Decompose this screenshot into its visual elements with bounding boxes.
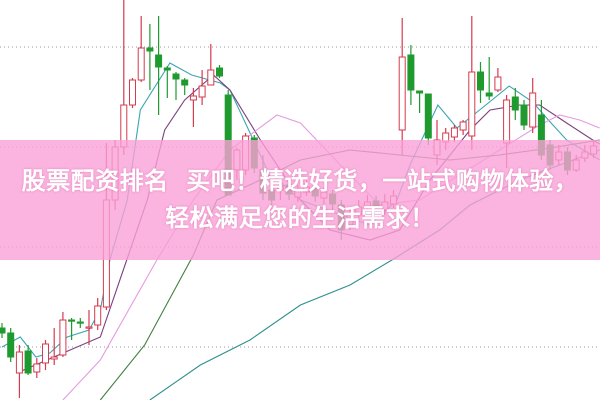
candle bbox=[485, 57, 493, 100]
candle-body-down bbox=[407, 54, 415, 91]
candle bbox=[163, 66, 171, 98]
candle-body-up bbox=[50, 356, 58, 360]
candle bbox=[0, 323, 6, 338]
candle bbox=[94, 298, 102, 330]
candle bbox=[207, 44, 215, 86]
candle-body-up bbox=[398, 56, 406, 131]
candle bbox=[494, 68, 502, 92]
candle-body-down bbox=[511, 96, 519, 111]
candle-body-down bbox=[172, 73, 180, 80]
candle bbox=[50, 328, 58, 365]
candle bbox=[137, 16, 145, 82]
candle-body-up bbox=[494, 76, 502, 91]
candle-body-down bbox=[216, 67, 223, 77]
candle bbox=[24, 345, 32, 375]
candle bbox=[189, 88, 197, 127]
candle bbox=[172, 72, 180, 100]
candle bbox=[68, 318, 76, 340]
candle bbox=[33, 358, 41, 378]
candle bbox=[42, 340, 49, 370]
candle bbox=[7, 328, 15, 362]
candle-body-up bbox=[42, 343, 49, 364]
candle-body-down bbox=[24, 350, 32, 374]
candle bbox=[85, 310, 93, 345]
candle bbox=[529, 78, 537, 133]
candle-body-down bbox=[76, 321, 84, 324]
candle-body-up bbox=[15, 351, 23, 374]
candle bbox=[511, 88, 519, 120]
candle-body-up bbox=[94, 305, 102, 326]
candle bbox=[15, 345, 23, 398]
ma5-line bbox=[1, 62, 600, 358]
candle-body-down bbox=[0, 327, 6, 334]
candle-body-down bbox=[146, 47, 154, 52]
candle bbox=[76, 318, 84, 328]
candle bbox=[477, 62, 484, 103]
candle bbox=[520, 100, 528, 130]
candle bbox=[468, 16, 476, 150]
candle bbox=[146, 24, 154, 90]
candle-body-up bbox=[129, 79, 136, 106]
candle-body-up bbox=[529, 92, 537, 128]
candle bbox=[181, 78, 189, 95]
candle bbox=[398, 18, 406, 155]
candle bbox=[216, 65, 223, 78]
candle bbox=[155, 16, 163, 115]
candle-body-up bbox=[189, 95, 197, 101]
candle-body-up bbox=[450, 127, 458, 138]
candle-body-down bbox=[485, 92, 493, 97]
candle-body-down bbox=[416, 90, 424, 94]
candle-body-up bbox=[33, 363, 41, 373]
candle-body-down bbox=[68, 319, 76, 322]
candle bbox=[416, 90, 424, 113]
candle bbox=[424, 93, 432, 145]
candle-body-up bbox=[137, 47, 145, 81]
promo-banner-text: 股票配资排名 买吧！精选好货，一站式购物体验，轻松满足您的生活需求！ bbox=[21, 167, 579, 232]
candle-body-up bbox=[468, 71, 476, 137]
candle bbox=[120, 0, 128, 155]
candle-body-down bbox=[7, 332, 15, 358]
candle-body-down bbox=[163, 67, 171, 71]
candle bbox=[407, 45, 415, 105]
candle-body-down bbox=[155, 54, 163, 68]
candle bbox=[59, 312, 67, 357]
candle-body-up bbox=[207, 69, 215, 86]
candle-body-up bbox=[59, 319, 67, 356]
candle-body-down bbox=[520, 104, 528, 126]
candle bbox=[198, 70, 206, 105]
candle-body-up bbox=[459, 121, 467, 131]
candle-body-down bbox=[181, 79, 189, 86]
candle bbox=[450, 125, 458, 142]
promo-banner bbox=[0, 140, 600, 260]
candle-body-down bbox=[424, 93, 432, 139]
candle bbox=[129, 78, 136, 108]
candle-body-down bbox=[477, 71, 484, 91]
candle bbox=[459, 120, 467, 135]
candle-body-up bbox=[503, 99, 511, 144]
candle-body-up bbox=[85, 326, 93, 329]
candle-body-up bbox=[198, 85, 206, 98]
